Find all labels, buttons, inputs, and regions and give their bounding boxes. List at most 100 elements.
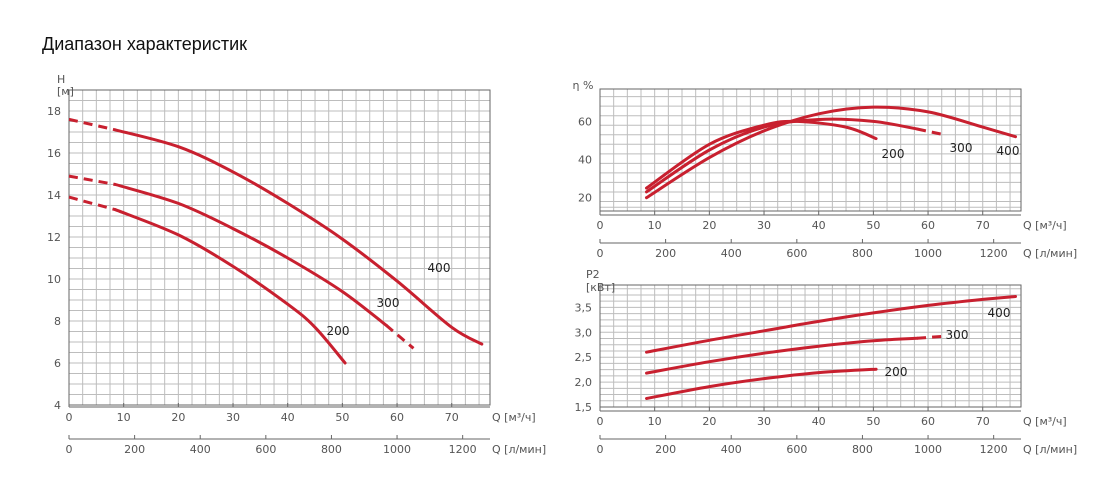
x2-tick-label: 1200 (980, 443, 1008, 456)
x-tick-label: 50 (866, 415, 880, 428)
y-tick-label: 4 (54, 399, 61, 412)
x-axis-label: Q [м³/ч] (1023, 219, 1067, 232)
series-200-curve (645, 119, 878, 190)
y-tick-label: 14 (47, 189, 61, 202)
x-axis-label: Q [м³/ч] (1023, 415, 1067, 428)
x-tick-label: 60 (921, 219, 935, 232)
series-400-curve (645, 295, 1017, 354)
y-tick-label: 2,5 (575, 351, 593, 364)
y-tick-label: 16 (47, 147, 61, 160)
series-300-label: 300 (377, 296, 400, 310)
y-tick-label: 40 (578, 154, 592, 167)
x-tick-label: 10 (648, 415, 662, 428)
x2-tick-label: 1000 (914, 247, 942, 260)
x-tick-label: 30 (226, 411, 240, 424)
y-tick-label: 2,0 (575, 376, 593, 389)
y-tick-label: 12 (47, 231, 61, 244)
x2-tick-label: 400 (721, 247, 742, 260)
series-200-curve (645, 367, 878, 400)
x-tick-label: 70 (976, 219, 990, 232)
x-tick-label: 50 (866, 219, 880, 232)
plot-frame (599, 88, 1022, 212)
x-tick-label: 40 (281, 411, 295, 424)
x2-tick-label: 400 (721, 443, 742, 456)
y-axis-label: [кВт] (586, 281, 615, 294)
y-tick-label: 3,5 (575, 301, 593, 314)
x2-tick-label: 600 (786, 247, 807, 260)
x2-tick-label: 200 (655, 247, 676, 260)
x2-tick-label: 0 (597, 443, 604, 456)
x2-axis-label: Q [л/мин] (1023, 247, 1077, 260)
y-axis-label: [м] (57, 85, 74, 98)
y-axis-label: H (57, 73, 65, 86)
page-title: Диапазон характеристик (42, 34, 248, 54)
series-200-label: 200 (885, 365, 908, 379)
series-300-curve (645, 336, 919, 375)
x-tick-label: 60 (390, 411, 404, 424)
chart-power: 1,5 2,0 2,5 3,0 3,5 P2[кВт] 0 10 20 30 40 50 60 70 Q [… (575, 268, 1078, 456)
x2-tick-label: 400 (190, 443, 211, 456)
chart-efficiency: 20 40 60 η % 0 10 20 30 40 50 60 70 Q [м³/ч] 0 200 400 6… (573, 79, 1078, 260)
x-tick-label: 40 (812, 415, 826, 428)
y-tick-label: 1,5 (575, 401, 593, 414)
series-400-extension (68, 117, 116, 132)
x-tick-label: 50 (335, 411, 349, 424)
series-400-label: 400 (988, 306, 1011, 320)
x-tick-label: 70 (976, 415, 990, 428)
x2-axis-label: Q [л/мин] (1023, 443, 1077, 456)
y-tick-label: 20 (578, 192, 592, 205)
x2-tick-label: 1200 (449, 443, 477, 456)
series-200-label: 200 (327, 324, 350, 338)
plot-frame (68, 89, 491, 406)
y-tick-label: 8 (54, 315, 61, 328)
series-300-extension (916, 334, 945, 340)
x-tick-label: 30 (757, 415, 771, 428)
series-200-label: 200 (882, 147, 905, 161)
series-300-extension (916, 127, 945, 137)
x-tick-label: 0 (597, 415, 604, 428)
x-tick-label: 20 (702, 415, 716, 428)
series-300-extension (68, 174, 116, 186)
plot-frame (599, 284, 1022, 408)
x-axis-label: Q [м³/ч] (492, 411, 536, 424)
y-tick-label: 3,0 (575, 326, 593, 339)
x2-tick-label: 200 (124, 443, 145, 456)
x2-tick-label: 1200 (980, 247, 1008, 260)
chart-head: 4 6 8 10 12 14 16 18 H[м] 0 10 20 30 40 50 60 70 Q [м³/ч]… (47, 73, 546, 456)
series-200-extension (68, 195, 116, 212)
x2-axis-label: Q [л/мин] (492, 443, 546, 456)
y-tick-label: 18 (47, 105, 61, 118)
x2-tick-label: 200 (655, 443, 676, 456)
x2-tick-label: 800 (321, 443, 342, 456)
series-300-label: 300 (946, 328, 969, 342)
x-tick-label: 30 (757, 219, 771, 232)
y-tick-label: 60 (578, 115, 592, 128)
y-tick-label: 10 (47, 273, 61, 286)
y-tick-label: 6 (54, 357, 61, 370)
x-tick-label: 10 (117, 411, 131, 424)
series-200-curve (114, 208, 347, 365)
x-tick-label: 40 (812, 219, 826, 232)
x-tick-label: 10 (648, 219, 662, 232)
x-tick-label: 0 (66, 411, 73, 424)
series-400-label: 400 (997, 144, 1020, 158)
series-400-curve (114, 128, 484, 346)
series-400-curve (645, 105, 1017, 200)
x2-tick-label: 0 (66, 443, 73, 456)
x2-tick-label: 800 (852, 247, 873, 260)
x2-tick-label: 1000 (383, 443, 411, 456)
series-300-label: 300 (950, 141, 973, 155)
series-400-label: 400 (428, 261, 451, 275)
x2-tick-label: 600 (786, 443, 807, 456)
x2-tick-label: 1000 (914, 443, 942, 456)
x-tick-label: 20 (702, 219, 716, 232)
x-tick-label: 60 (921, 415, 935, 428)
x-tick-label: 0 (597, 219, 604, 232)
y-axis-label: P2 (586, 268, 600, 281)
x-tick-label: 20 (171, 411, 185, 424)
x2-tick-label: 0 (597, 247, 604, 260)
series-300-curve (114, 183, 388, 327)
y-axis-label: η % (573, 79, 594, 92)
series-300-extension (385, 324, 415, 350)
